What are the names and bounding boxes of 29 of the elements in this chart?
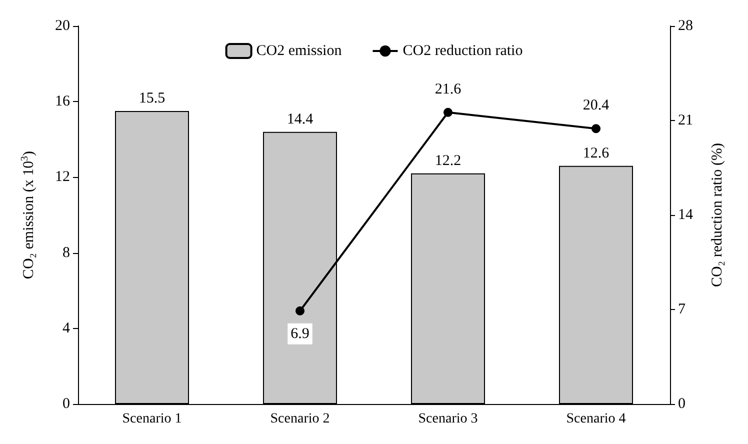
data-label: 15.5 [138,90,166,107]
y2-tick-label: 14 [678,207,694,223]
legend-label: CO2 emission [256,43,342,59]
data-label: 21.6 [434,81,462,98]
y-tick-label: 0 [62,396,70,412]
y2-axis-title: CO₂ reduction ratio (%) [710,143,726,287]
y-tick-label: 4 [62,320,70,336]
data-label: 12.6 [582,145,610,162]
x-tick-label: Scenario 1 [122,412,182,426]
y2-tick-label: 28 [678,18,693,34]
y-tick-label: 12 [55,169,70,186]
y-axis-title: CO₂ emission (x 103) [20,150,37,280]
data-label: 20.4 [582,98,610,114]
y2-tick-label: 7 [678,302,686,318]
point [592,124,600,134]
y2-tick-label: 0 [678,396,686,412]
y-tick-label: 16 [55,94,70,110]
x-tick-label: Scenario 4 [566,412,626,426]
y2-tick-label: 21 [678,112,693,128]
point [444,108,452,117]
data-label: 6.9 [290,326,310,342]
x-tick-label: Scenario 2 [270,412,330,426]
data-label: 12.2 [434,152,462,169]
y-tick-label: 8 [62,244,70,261]
data-label: 14.4 [286,111,314,128]
x-tick-label: Scenario 3 [418,412,478,426]
legend-label: CO2 reduction ratio [402,43,523,59]
point [296,306,304,316]
y-tick-label: 20 [55,18,70,34]
